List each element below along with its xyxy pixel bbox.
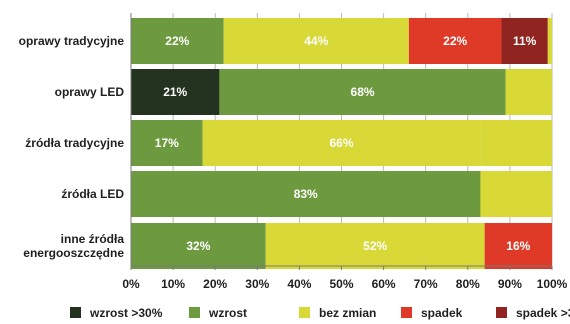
data-label: 44% (304, 34, 328, 48)
x-tick-label: 70% (414, 277, 438, 291)
bar-segment-bez-zmian (202, 120, 481, 166)
legend-swatch (299, 307, 310, 318)
x-tick-label: 100% (537, 277, 568, 291)
x-tick-label: 50% (329, 277, 353, 291)
category-label: oprawy tradycyjne (19, 34, 125, 48)
data-label: 66% (329, 136, 353, 150)
category-label: oprawy LED (55, 85, 125, 99)
data-label: 83% (294, 187, 318, 201)
data-label: 21% (163, 85, 187, 99)
legend-label: bez zmian (319, 306, 376, 320)
bar-segment-spadek (484, 223, 552, 269)
category-label: źródła tradycyjne (25, 136, 124, 150)
bar-segment-wzrost (131, 18, 224, 64)
legend-label: spadek >30% (516, 306, 570, 320)
data-label: 16% (506, 239, 530, 253)
data-label: 68% (351, 85, 375, 99)
data-label: 17% (155, 136, 179, 150)
data-label: 52% (363, 239, 387, 253)
x-tick-label: 10% (161, 277, 185, 291)
category-label-line: oprawy LED (55, 85, 125, 99)
legend-swatch (496, 307, 507, 318)
legend-swatch (189, 307, 200, 318)
bar-segment-wzrost (131, 171, 481, 217)
bar-segment-remainder (480, 120, 552, 166)
category-label-line: inne źródła (61, 232, 125, 246)
category-label-line: oprawy tradycyjne (19, 34, 125, 48)
x-tick-label: 40% (287, 277, 311, 291)
data-label: 22% (443, 34, 467, 48)
bar-segment-remainder (480, 171, 552, 217)
legend-label: spadek (421, 306, 463, 320)
bar-segment-wzrost-30 (131, 69, 220, 115)
bar-segment-wzrost (131, 223, 266, 269)
bar-segment-wzrost (131, 120, 203, 166)
bar-segment-remainder (505, 69, 552, 115)
data-label: 11% (513, 34, 537, 48)
category-label-line: źródła LED (61, 187, 124, 201)
data-label: 22% (165, 34, 189, 48)
bar-segment-remainder (547, 18, 552, 64)
bar-segment-bez-zmian (223, 18, 409, 64)
legend-label: wzrost (208, 306, 247, 320)
category-label: źródła LED (61, 187, 124, 201)
bar-segment-spadek-30 (501, 18, 548, 64)
x-tick-label: 90% (498, 277, 522, 291)
category-label-line: energooszczędne (23, 246, 124, 260)
x-tick-label: 20% (203, 277, 227, 291)
legend-swatch (401, 307, 412, 318)
data-labels-group: 22% 44% 22% 11% 21% 68% 17% 66% 83% 32% 52% 16% (155, 34, 537, 253)
data-label: 32% (186, 239, 210, 253)
legend: wzrost >30% wzrost bez zmian spadek spadek >… (70, 306, 570, 320)
bar-segment-spadek (408, 18, 502, 64)
x-tick-label: 80% (456, 277, 480, 291)
category-label-line: źródła tradycyjne (25, 136, 124, 150)
bar-segment-bez-zmian (265, 223, 485, 269)
x-tick-label: 0% (122, 277, 140, 291)
x-tick-label: 60% (372, 277, 396, 291)
legend-label: wzrost >30% (89, 306, 163, 320)
bar-segment-wzrost (219, 69, 506, 115)
legend-swatch (70, 307, 81, 318)
x-tick-label: 30% (245, 277, 269, 291)
bars-group (131, 18, 552, 269)
category-label: inne źródła energooszczędne (23, 232, 124, 260)
